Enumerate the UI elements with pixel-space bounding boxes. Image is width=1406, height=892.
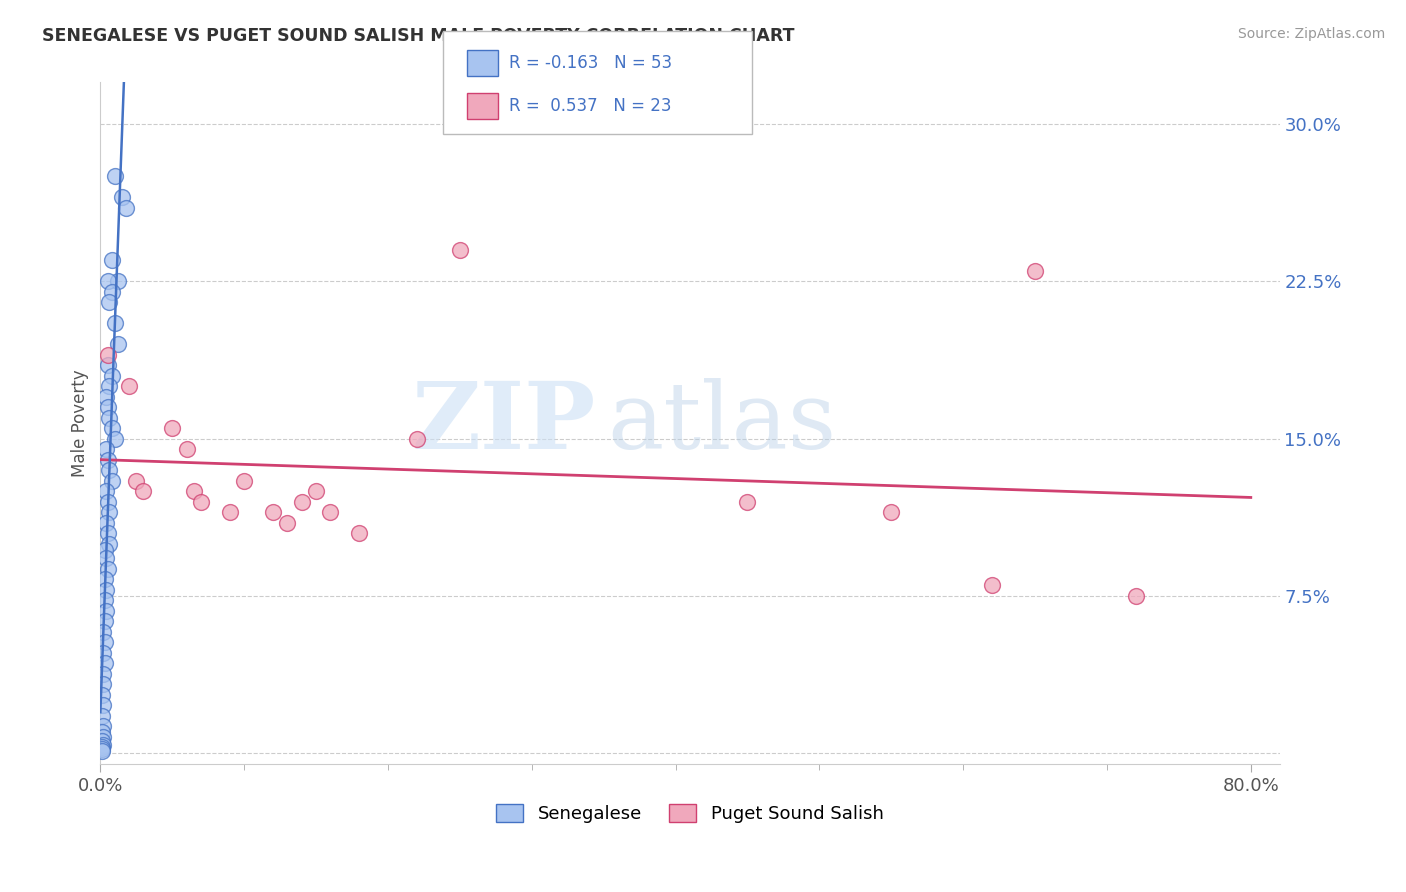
Point bbox=[132, 484, 155, 499]
Point bbox=[91, 719, 114, 733]
Point bbox=[125, 474, 148, 488]
Point bbox=[93, 614, 115, 628]
Point bbox=[104, 316, 127, 330]
Text: atlas: atlas bbox=[607, 378, 837, 468]
Point bbox=[93, 572, 115, 586]
Point bbox=[90, 744, 112, 758]
Point bbox=[218, 505, 240, 519]
Point bbox=[91, 646, 114, 660]
Point bbox=[101, 368, 124, 383]
Point bbox=[91, 698, 114, 712]
Point bbox=[93, 656, 115, 670]
Point bbox=[1024, 264, 1046, 278]
Point bbox=[94, 390, 117, 404]
Point bbox=[190, 494, 212, 508]
Point bbox=[981, 578, 1004, 592]
Point bbox=[90, 725, 112, 739]
Point bbox=[96, 526, 118, 541]
Point bbox=[96, 348, 118, 362]
Point bbox=[98, 463, 121, 477]
Point bbox=[276, 516, 298, 530]
Point bbox=[91, 624, 114, 639]
Point bbox=[319, 505, 342, 519]
Point bbox=[880, 505, 903, 519]
Text: R = -0.163   N = 53: R = -0.163 N = 53 bbox=[509, 54, 672, 72]
Point bbox=[90, 739, 112, 754]
Point bbox=[93, 593, 115, 607]
Point bbox=[98, 505, 121, 519]
Point bbox=[107, 337, 129, 351]
Legend: Senegalese, Puget Sound Salish: Senegalese, Puget Sound Salish bbox=[496, 804, 883, 823]
Point bbox=[98, 410, 121, 425]
Point bbox=[96, 494, 118, 508]
Point bbox=[104, 432, 127, 446]
Point bbox=[1125, 589, 1147, 603]
Point bbox=[96, 274, 118, 288]
Text: R =  0.537   N = 23: R = 0.537 N = 23 bbox=[509, 97, 672, 115]
Text: SENEGALESE VS PUGET SOUND SALISH MALE POVERTY CORRELATION CHART: SENEGALESE VS PUGET SOUND SALISH MALE PO… bbox=[42, 27, 794, 45]
Point bbox=[183, 484, 205, 499]
Point bbox=[96, 358, 118, 372]
Point bbox=[111, 190, 134, 204]
Point bbox=[176, 442, 198, 456]
Y-axis label: Male Poverty: Male Poverty bbox=[72, 369, 89, 476]
Point bbox=[115, 201, 138, 215]
Point bbox=[94, 442, 117, 456]
Point bbox=[91, 677, 114, 691]
Point bbox=[98, 536, 121, 550]
Point bbox=[737, 494, 759, 508]
Point bbox=[93, 635, 115, 649]
Text: Source: ZipAtlas.com: Source: ZipAtlas.com bbox=[1237, 27, 1385, 41]
Point bbox=[98, 295, 121, 310]
Point bbox=[449, 243, 471, 257]
Point bbox=[94, 516, 117, 530]
Point bbox=[98, 379, 121, 393]
Point bbox=[101, 253, 124, 268]
Point bbox=[96, 452, 118, 467]
Point bbox=[101, 474, 124, 488]
Point bbox=[305, 484, 328, 499]
Point bbox=[91, 738, 114, 752]
Point bbox=[94, 582, 117, 597]
Point bbox=[91, 730, 114, 744]
Point bbox=[90, 688, 112, 702]
Point bbox=[233, 474, 256, 488]
Point bbox=[104, 169, 127, 184]
Point bbox=[90, 733, 112, 747]
Point bbox=[91, 666, 114, 681]
Point bbox=[94, 604, 117, 618]
Point bbox=[291, 494, 314, 508]
Point bbox=[96, 562, 118, 576]
Point bbox=[101, 421, 124, 435]
Point bbox=[94, 551, 117, 566]
Point bbox=[93, 542, 115, 557]
Point bbox=[162, 421, 184, 435]
Point bbox=[405, 432, 427, 446]
Point bbox=[96, 400, 118, 414]
Point bbox=[347, 526, 370, 541]
Point bbox=[101, 285, 124, 299]
Point bbox=[107, 274, 129, 288]
Point bbox=[91, 742, 114, 756]
Text: ZIP: ZIP bbox=[412, 378, 596, 468]
Point bbox=[118, 379, 141, 393]
Point bbox=[262, 505, 284, 519]
Point bbox=[94, 484, 117, 499]
Point bbox=[90, 708, 112, 723]
